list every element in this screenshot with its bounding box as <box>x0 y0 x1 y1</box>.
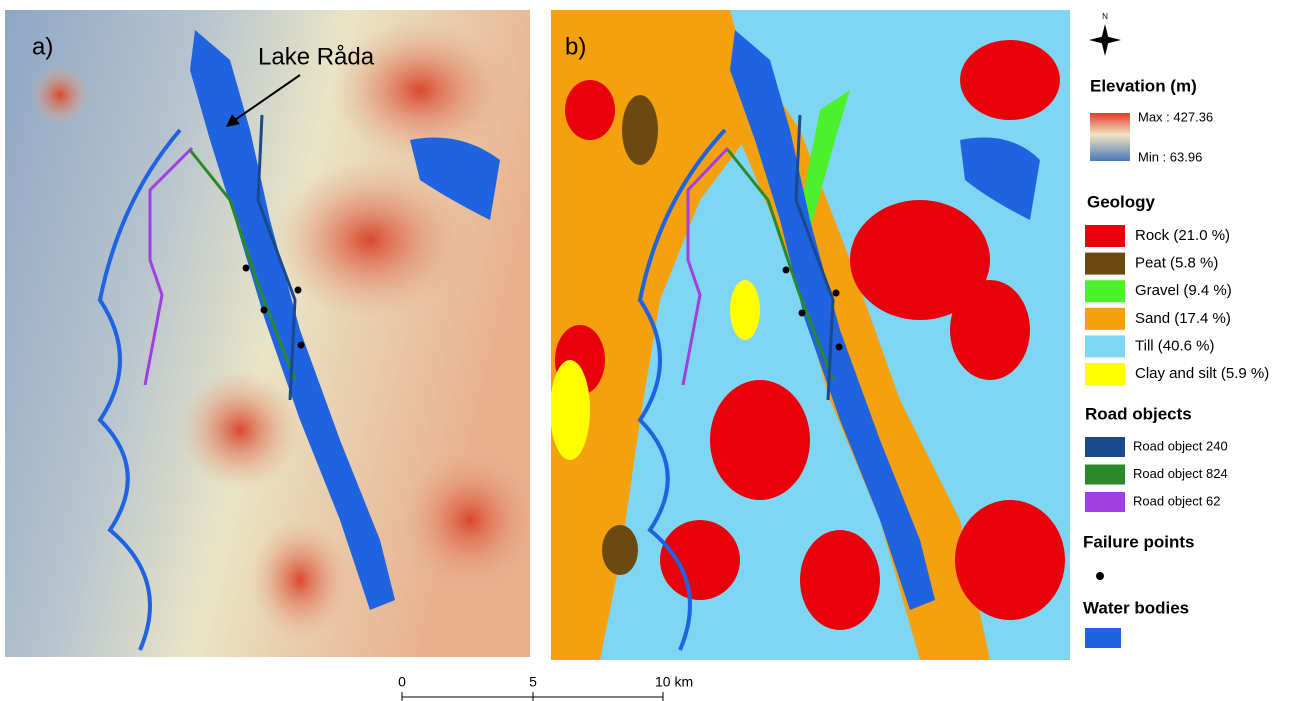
scale-label: 10 km <box>655 674 693 690</box>
legend-label: Rock (21.0 %) <box>1135 227 1230 244</box>
scale-label: 0 <box>398 674 406 690</box>
legend-label: Clay and silt (5.9 %) <box>1135 365 1269 382</box>
legend-title: Failure points <box>1083 532 1194 551</box>
scale-label: 5 <box>529 674 537 690</box>
panel-label: a) <box>32 33 53 60</box>
figure: a) Lake Råda b) 0 5 10 km N Elevation (m… <box>0 0 1296 701</box>
legend-swatch <box>1085 465 1125 485</box>
legend-title: Elevation (m) <box>1090 76 1197 95</box>
geology-map <box>550 10 1070 660</box>
north-label: N <box>1102 12 1108 21</box>
legend-label: Gravel (9.4 %) <box>1135 282 1232 299</box>
legend-title: Geology <box>1087 192 1156 211</box>
legend-title: Water bodies <box>1083 598 1189 617</box>
legend-label: Road object 62 <box>1133 493 1220 508</box>
scale-bar: 0 5 10 km <box>398 674 693 701</box>
legend-swatch <box>1085 437 1125 457</box>
elevation-min: Min : 63.96 <box>1138 149 1202 164</box>
legend-swatch <box>1085 225 1125 247</box>
legend-swatch <box>1085 280 1125 302</box>
legend-label: Road object 240 <box>1133 438 1228 453</box>
legend-title: Road objects <box>1085 404 1192 423</box>
legend-label: Peat (5.8 %) <box>1135 255 1218 272</box>
elevation-map <box>5 10 540 657</box>
legend-swatch <box>1085 308 1125 330</box>
north-arrow: N <box>1089 12 1121 56</box>
elevation-ramp <box>1090 113 1130 161</box>
legend-swatch <box>1085 363 1125 385</box>
legend-label: Sand (17.4 %) <box>1135 310 1231 327</box>
water-swatch <box>1085 628 1121 648</box>
elevation-max: Max : 427.36 <box>1138 109 1213 124</box>
failure-symbol <box>1096 572 1104 580</box>
legend-swatch <box>1085 253 1125 275</box>
panel-label: b) <box>565 33 586 60</box>
legend-label: Till (40.6 %) <box>1135 337 1214 354</box>
lake-annotation: Lake Råda <box>258 43 375 70</box>
legend-swatch <box>1085 492 1125 512</box>
legend-label: Road object 824 <box>1133 466 1228 481</box>
legend-swatch <box>1085 335 1125 357</box>
page: a) Lake Råda b) 0 5 10 km N Elevation (m… <box>0 0 1296 701</box>
legend: N Elevation (m) Max : 427.36 Min : 63.96… <box>1083 12 1269 648</box>
